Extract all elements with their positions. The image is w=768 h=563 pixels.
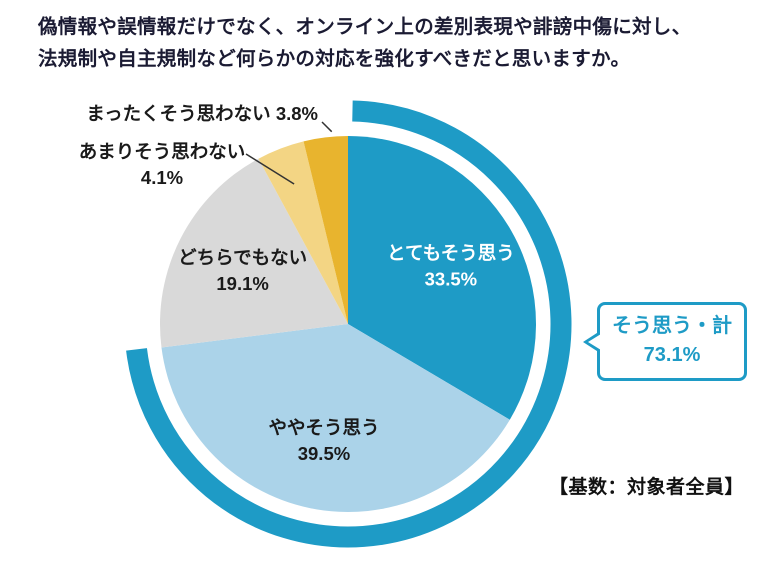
pie-slice-0 — [348, 136, 537, 420]
leader-line-4 — [321, 121, 333, 133]
pie-chart-svg: とてもそう思う 33.5% ややそう思う 39.5% どちらでもない 19.1% あまりそう… — [79, 100, 572, 548]
slice-label-1: ややそう思う 39.5% — [268, 417, 379, 464]
summary-callout-box: そう思う・計 73.1% — [597, 302, 747, 381]
base-note: 【基数：対象者全員】 — [548, 477, 744, 498]
slice-label-2: どちらでもない 19.1% — [178, 247, 307, 294]
chart-title-line2: 法規制や自主規制など何らかの対応を強化すべきだと思いますか。 — [38, 47, 631, 70]
pie-slice-1 — [161, 324, 510, 513]
leader-line-3 — [245, 153, 295, 185]
summary-ring-arc — [126, 100, 572, 548]
summary-callout-value: 73.1% — [643, 344, 701, 366]
slice-label-0: とてもそう思う 33.5% — [387, 242, 515, 289]
chart-title-line1: 偽情報や誤情報だけでなく、オンライン上の差別表現や誹謗中傷に対し、 — [38, 16, 692, 38]
chart-title: 偽情報や誤情報だけでなく、オンライン上の差別表現や誹謗中傷に対し、 法規制や自主… — [38, 12, 748, 75]
pie-chart-area: とてもそう思う 33.5% ややそう思う 39.5% どちらでもない 19.1% あまりそう… — [0, 80, 768, 563]
slice-label-3: あまりそう思わない 4.1% — [79, 141, 246, 188]
pie-slice-2 — [159, 158, 348, 348]
pie-slice-4 — [303, 136, 348, 324]
summary-callout-label: そう思う・計 — [612, 315, 732, 337]
slice-label-4: まったくそう思わない 3.8% — [86, 103, 318, 124]
pie-slice-3 — [258, 141, 348, 324]
